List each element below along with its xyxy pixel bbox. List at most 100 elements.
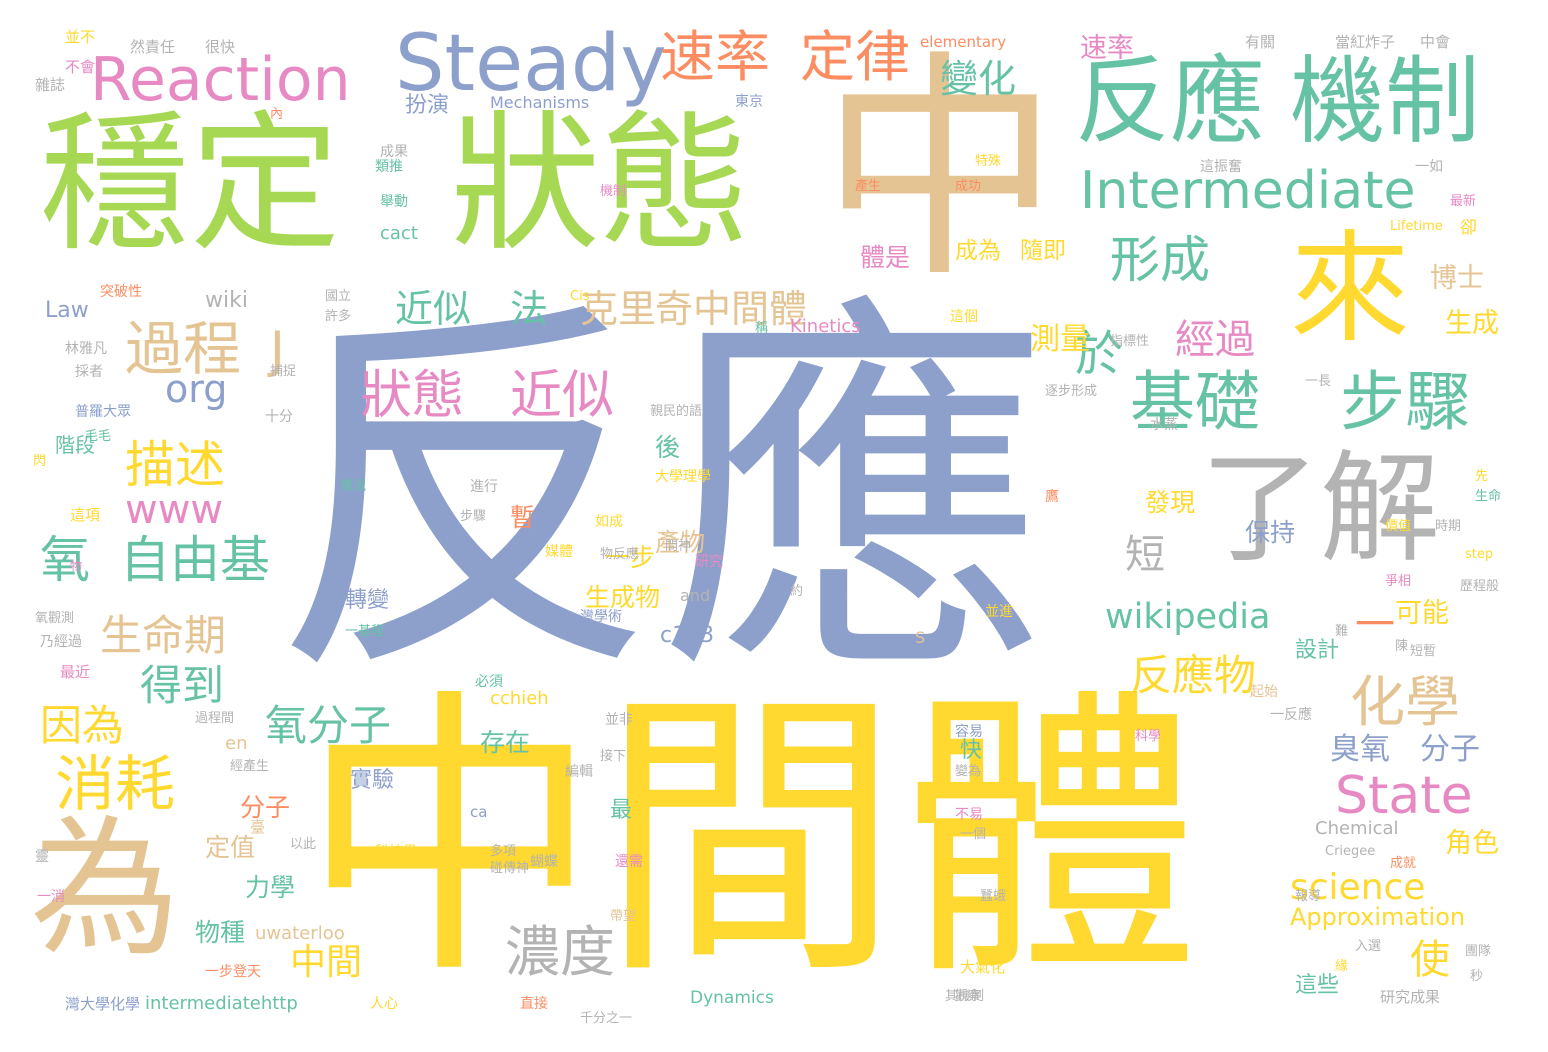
cloud-word: step <box>1465 547 1494 562</box>
cloud-word: uwaterloo <box>255 923 345 944</box>
cloud-word: 很快 <box>205 38 236 56</box>
cloud-word: 研究 <box>695 554 723 570</box>
cloud-word: 陳 <box>1395 639 1409 654</box>
cloud-word: 最近 <box>60 663 91 681</box>
cloud-word: 產生 <box>855 179 882 194</box>
cloud-word: 多項 <box>490 844 517 859</box>
cloud-word: 定律 <box>800 25 911 89</box>
cloud-word: 如成 <box>595 514 623 530</box>
cloud-word: 容易 <box>955 724 983 740</box>
cloud-word: 氧 <box>40 531 90 589</box>
cloud-word: 步驟 <box>460 509 487 524</box>
cloud-word: 過程 <box>125 315 242 383</box>
cloud-word: wiki <box>205 288 248 313</box>
cloud-word: 近似 <box>395 287 472 331</box>
cloud-word: 難 <box>1335 624 1349 639</box>
cloud-word: 還需 <box>615 854 643 870</box>
cloud-word: 博士 <box>1430 263 1484 294</box>
cloud-word: 為 <box>30 803 181 977</box>
cloud-word: 生成物 <box>585 583 661 612</box>
cloud-word: en <box>225 733 248 754</box>
cloud-word: 雜誌 <box>35 76 66 94</box>
cloud-word: 進行 <box>470 479 498 495</box>
cloud-word: 得到 <box>140 661 225 710</box>
cloud-word: 中間 <box>290 942 363 983</box>
cloud-word: 科技界 <box>375 844 417 860</box>
cloud-word: 短 <box>1125 532 1165 578</box>
cloud-word: 林雅凡 <box>65 341 107 357</box>
cloud-word: 人心 <box>370 996 398 1012</box>
cloud-word: 消耗 <box>55 750 175 820</box>
cloud-word: 氧分子 <box>265 701 392 750</box>
cloud-word: 必須 <box>475 674 503 690</box>
cloud-word: 了解 <box>1200 440 1440 579</box>
cloud-word: ca <box>470 803 488 821</box>
cloud-word: 時期 <box>1435 519 1462 534</box>
cloud-word: 毛毛 <box>85 429 112 444</box>
cloud-word: 生成 <box>1445 308 1499 339</box>
cloud-word: 隨即 <box>1020 238 1066 264</box>
cloud-word: www <box>125 487 224 533</box>
cloud-word: 物 <box>70 559 83 573</box>
cloud-word: 成功 <box>955 179 982 194</box>
cloud-word: 因為 <box>40 701 125 750</box>
cloud-word: 生命期 <box>100 611 227 660</box>
cloud-word: 發現 <box>1145 488 1196 517</box>
cloud-word: 特殊 <box>975 154 1002 169</box>
cloud-word: 暫 <box>510 503 536 532</box>
cloud-word: Kinetics <box>790 316 861 337</box>
cloud-word: 灣大學化學 <box>65 995 141 1013</box>
cloud-word: 實驗 <box>350 768 395 793</box>
cloud-word: 問神 <box>665 539 692 554</box>
cloud-word: 編輯 <box>565 764 593 780</box>
cloud-word: 體是 <box>860 243 911 272</box>
cloud-word: elementary <box>920 33 1007 51</box>
cloud-word: 水蒸 <box>1150 417 1178 433</box>
cloud-word: 近似 <box>510 366 615 426</box>
cloud-word: 物種 <box>195 918 246 947</box>
cloud-word: 氧觀測 <box>35 611 75 626</box>
cloud-word: Mechanisms <box>490 93 590 112</box>
cloud-word: 先 <box>1475 469 1489 484</box>
cloud-word: 階段 <box>55 433 95 457</box>
cloud-word: 當紅炸子 <box>1335 33 1396 51</box>
cloud-word: 許多 <box>325 309 352 324</box>
cloud-word: 過程間 <box>195 711 235 726</box>
cloud-word: 爭相 <box>1385 574 1412 589</box>
cloud-word: 指標性 <box>1110 334 1150 349</box>
cloud-word: 使 <box>1410 937 1450 983</box>
cloud-word: 直接 <box>520 996 548 1012</box>
cloud-word: 快 <box>960 738 983 763</box>
cloud-word: Criegee <box>1325 844 1376 859</box>
cloud-word: 法 <box>510 287 549 331</box>
cloud-word: 大氣化 <box>960 958 1006 976</box>
cloud-word: 稱 <box>755 321 769 336</box>
cloud-word: 描述 <box>125 436 225 494</box>
cloud-word: 步驟 <box>1340 365 1471 440</box>
cloud-word: cact <box>380 223 418 244</box>
cloud-word: 定值 <box>205 833 256 862</box>
cloud-word: Chemical <box>1315 818 1399 839</box>
cloud-word: 報導 <box>1295 889 1322 904</box>
cloud-word: 基礎 <box>1130 365 1261 440</box>
cloud-word: 並非 <box>605 712 633 728</box>
cloud-word: 約 <box>790 584 804 599</box>
cloud-word: Dynamics <box>690 988 774 1008</box>
cloud-word: 舉動 <box>380 194 408 210</box>
cloud-word: 蝴蝶 <box>530 854 558 870</box>
cloud-word: Law <box>45 298 89 323</box>
cloud-word: 反應 <box>1075 47 1266 157</box>
cloud-word: c123 <box>660 623 715 648</box>
cloud-word: 逐步形成 <box>1045 384 1098 399</box>
cloud-word: 反應物 <box>1130 651 1257 700</box>
cloud-word: 捕捉 <box>270 364 297 379</box>
cloud-word: 保持 <box>1245 518 1296 547</box>
cloud-word: 經過 <box>1175 317 1255 363</box>
cloud-word: 價值 <box>1385 519 1412 534</box>
cloud-word: 變化 <box>940 57 1017 101</box>
cloud-word: 成為 <box>955 238 1001 264</box>
cloud-word: 一步 <box>605 543 656 572</box>
cloud-word: 灣學術 <box>580 609 622 625</box>
cloud-word: 機制 <box>600 184 627 199</box>
cloud-word: 然責任 <box>130 38 176 56</box>
